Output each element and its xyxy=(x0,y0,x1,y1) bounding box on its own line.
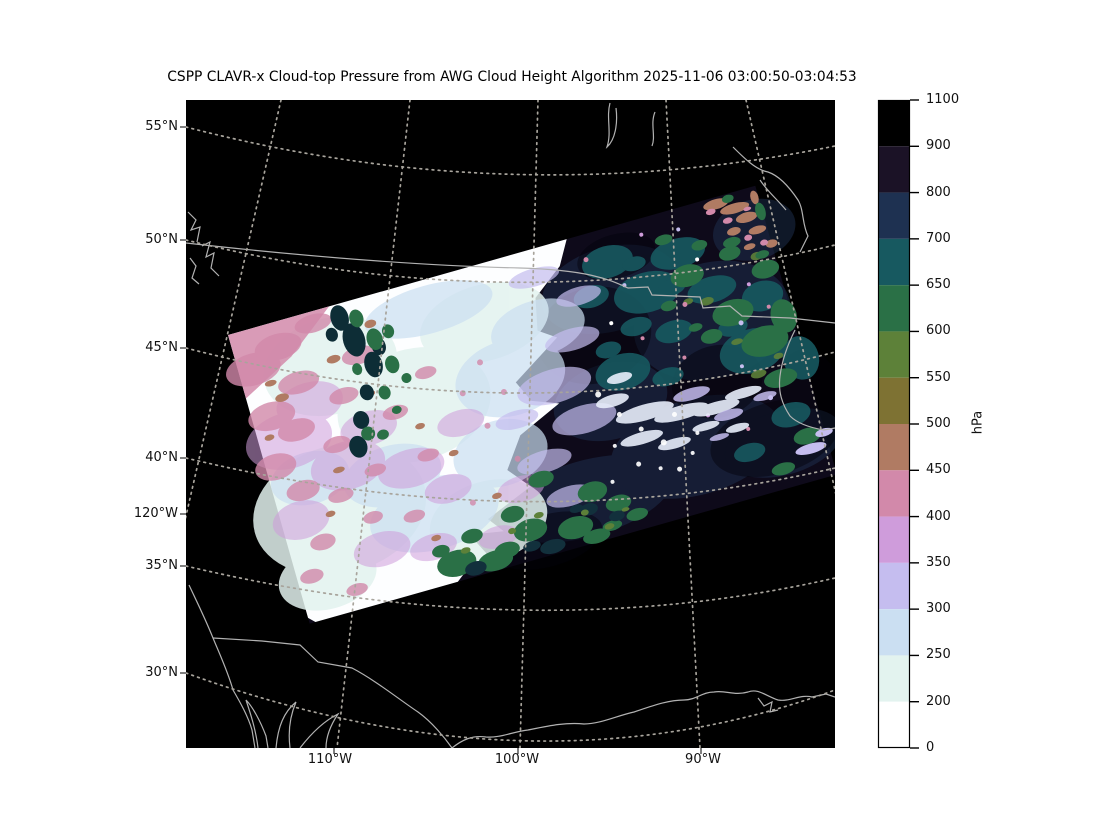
pale-plume-streaks xyxy=(595,372,777,484)
parallel-55N xyxy=(186,126,835,176)
y-axis-label-40N: 40°N xyxy=(145,450,178,465)
lavender-tint xyxy=(495,266,617,508)
meridian-100W xyxy=(519,100,539,748)
meridian-85W xyxy=(745,100,835,495)
y-axis-label-30N: 30°N xyxy=(145,665,178,680)
colorbar-tick-400: 400 xyxy=(926,509,951,524)
meridian-120W xyxy=(186,100,282,520)
northern-lakes xyxy=(605,102,656,149)
us-mexico-border xyxy=(212,637,453,748)
colorbar-tick-1100: 1100 xyxy=(926,92,960,107)
pacific-nw-coast xyxy=(187,211,220,285)
colorbar-tick-550: 550 xyxy=(926,370,951,385)
colorbar-segments xyxy=(878,100,910,748)
california-coast xyxy=(188,584,256,748)
colorbar-tick-marks xyxy=(910,99,919,749)
colorbar-tick-450: 450 xyxy=(926,462,951,477)
lake-michigan-shore xyxy=(778,329,835,431)
upper-left-streaks xyxy=(325,305,412,458)
bottom-green-clusters xyxy=(432,470,649,577)
gulf-coast xyxy=(451,690,835,748)
parallel-40N xyxy=(186,457,835,503)
gulf-of-california xyxy=(245,699,297,748)
us-canada-border xyxy=(186,242,835,324)
coastlines xyxy=(186,102,835,748)
colorbar-tick-250: 250 xyxy=(926,647,951,662)
lavender-streak-right xyxy=(795,427,833,456)
meridian-110W xyxy=(336,100,411,748)
x-axis-label-110W: 110°W xyxy=(307,752,353,767)
meridian-90W xyxy=(665,100,701,748)
colorbar-tick-200: 200 xyxy=(926,694,951,709)
colorbar-unit-label: hPa xyxy=(970,410,986,435)
green-cloud-patches xyxy=(654,234,822,476)
figure-title: CSPP CLAVR-x Cloud-top Pressure from AWG… xyxy=(167,69,857,85)
colorbar-tick-650: 650 xyxy=(926,277,951,292)
axis-ticks xyxy=(180,126,702,754)
delta-squiggle xyxy=(757,697,779,713)
x-axis-label-100W: 100°W xyxy=(494,752,540,767)
y-axis-label-35N: 35°N xyxy=(145,558,178,573)
y-axis-label-50N: 50°N xyxy=(145,232,178,247)
x-axis-label-90W: 90°W xyxy=(685,752,721,767)
graticule xyxy=(186,100,835,748)
lake-superior-shore xyxy=(732,146,809,253)
colorbar-tick-700: 700 xyxy=(926,231,951,246)
colorbar-tick-900: 900 xyxy=(926,138,951,153)
satellite-swath xyxy=(226,185,835,624)
y-axis-label-55N: 55°N xyxy=(145,119,178,134)
colorbar-tick-800: 800 xyxy=(926,185,951,200)
corner-salmon-cluster xyxy=(703,190,778,259)
parallel-30N xyxy=(186,672,835,742)
y-axis-label-120W: 120°W xyxy=(133,506,178,521)
y-axis-label-45N: 45°N xyxy=(145,340,178,355)
colorbar-tick-0: 0 xyxy=(926,740,935,755)
colorbar-tick-300: 300 xyxy=(926,601,951,616)
mexico-mainland-coast xyxy=(299,712,340,748)
parallel-50N xyxy=(186,239,835,284)
colorbar-tick-500: 500 xyxy=(926,416,951,431)
parallel-35N xyxy=(186,565,835,612)
colorbar-frame xyxy=(877,99,911,749)
colorbar xyxy=(877,99,919,749)
colorbar-tick-600: 600 xyxy=(926,323,951,338)
colorbar-tick-350: 350 xyxy=(926,555,951,570)
